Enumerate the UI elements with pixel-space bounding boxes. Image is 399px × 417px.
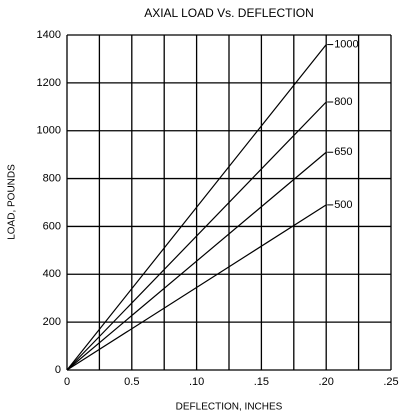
- data-line: [66, 44, 327, 371]
- y-tick-label: 600: [43, 220, 61, 232]
- x-tick-label: 0.5: [124, 376, 139, 388]
- x-tick-label: 0: [64, 376, 70, 388]
- data-line: [66, 101, 327, 371]
- series-label: 1000: [334, 38, 358, 50]
- y-tick-label: 1000: [37, 125, 61, 137]
- x-axis-label: DEFLECTION, INCHES: [176, 402, 283, 413]
- series-label: 500: [334, 199, 352, 211]
- y-tick-label: 1400: [37, 29, 61, 41]
- y-tick-label: 0: [55, 364, 61, 376]
- data-line: [66, 204, 327, 371]
- y-tick-label: 200: [43, 316, 61, 328]
- x-tick-label: .25: [383, 376, 398, 388]
- series-label: 800: [334, 96, 352, 108]
- data-line: [66, 151, 327, 371]
- x-tick-label: .15: [254, 376, 269, 388]
- y-tick-label: 800: [43, 172, 61, 184]
- y-tick-label: 400: [43, 268, 61, 280]
- y-axis-label: LOAD, POUNDS: [7, 164, 18, 240]
- x-tick-label: .20: [319, 376, 334, 388]
- y-tick-label: 1200: [37, 77, 61, 89]
- series-label: 650: [334, 146, 352, 158]
- chart-title: AXIAL LOAD Vs. DEFLECTION: [144, 6, 314, 20]
- x-tick-label: .10: [189, 376, 204, 388]
